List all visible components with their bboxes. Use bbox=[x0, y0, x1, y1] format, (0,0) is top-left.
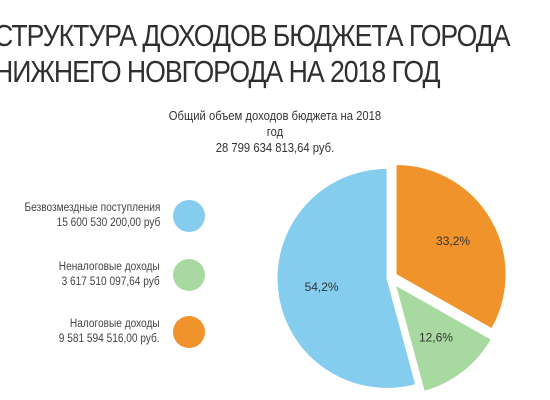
total-revenue: Общий объем доходов бюджета на 2018 год … bbox=[164, 108, 385, 156]
slice-gratuitous-label: 54,2% bbox=[305, 280, 339, 294]
legend-item-non-tax: Неналоговые доходы 3 617 510 097,64 руб bbox=[0, 257, 215, 293]
legend-item-tax: Налоговые доходы 9 581 594 516,00 руб. bbox=[0, 314, 215, 350]
slice-non-tax bbox=[394, 284, 492, 392]
slice-tax-label: 33,2% bbox=[436, 234, 470, 248]
legend-text: Неналоговые доходы 3 617 510 097,64 руб bbox=[59, 260, 160, 290]
legend-swatch bbox=[173, 316, 205, 348]
legend-item-gratuitous: Безвозмездные поступления 15 600 530 200… bbox=[0, 198, 215, 234]
total-label: Общий объем доходов бюджета на 2018 год bbox=[168, 109, 382, 139]
legend-text: Налоговые доходы 9 581 594 516,00 руб. bbox=[59, 317, 160, 347]
legend-swatch bbox=[173, 259, 205, 291]
title-line-1: СТРУКТУРА ДОХОДОВ БЮДЖЕТА ГОРОДА bbox=[0, 18, 511, 53]
legend-text: Безвозмездные поступления 15 600 530 200… bbox=[24, 201, 160, 231]
slice-gratuitous bbox=[276, 167, 417, 389]
legend-name: Безвозмездные поступления bbox=[24, 202, 160, 214]
page-title: СТРУКТУРА ДОХОДОВ БЮДЖЕТА ГОРОДА НИЖНЕГО… bbox=[0, 18, 511, 90]
slice-non-tax-label: 12,6% bbox=[419, 330, 453, 344]
legend-swatch bbox=[173, 200, 205, 232]
title-line-2: НИЖНЕГО НОВГОРОДА НА 2018 ГОД bbox=[0, 54, 441, 89]
total-value: 28 799 634 813,64 руб. bbox=[215, 141, 335, 155]
legend-amount: 15 600 530 200,00 руб bbox=[56, 217, 160, 229]
slice-tax bbox=[395, 163, 507, 330]
legend-name: Налоговые доходы bbox=[70, 318, 160, 330]
legend-name: Неналоговые доходы bbox=[59, 261, 160, 273]
legend-amount: 3 617 510 097,64 руб bbox=[61, 276, 160, 288]
legend-amount: 9 581 594 516,00 руб. bbox=[59, 333, 160, 345]
